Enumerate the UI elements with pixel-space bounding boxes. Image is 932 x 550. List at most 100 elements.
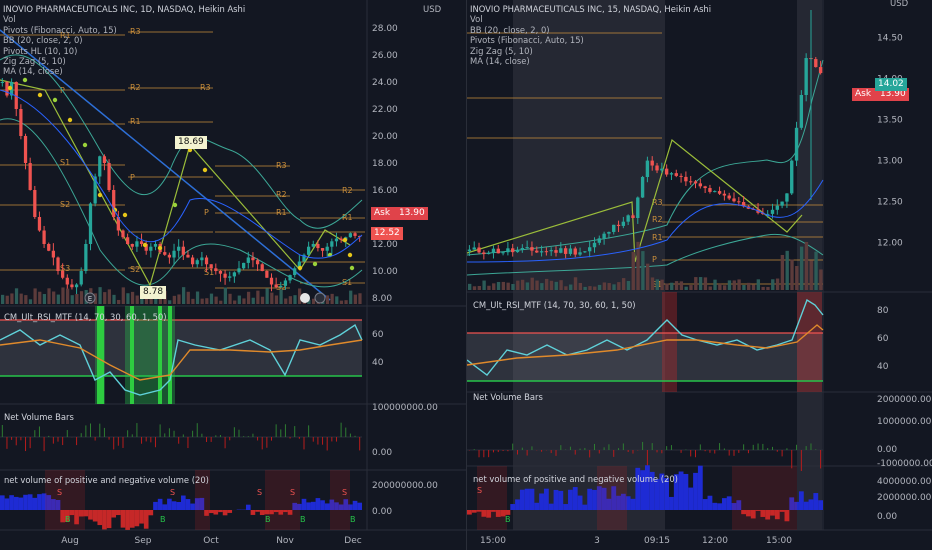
buy-signal-letter: B xyxy=(350,515,356,524)
netvol-tick-label: 1000000.00 xyxy=(877,417,932,427)
sell-signal-letter: S xyxy=(342,488,347,497)
volume-bar xyxy=(636,241,640,290)
time-tick-label: Nov xyxy=(276,536,294,546)
candle-body xyxy=(107,163,111,190)
netvol-tick-label: -1000000.00 xyxy=(877,459,932,469)
trendline xyxy=(0,29,331,301)
volume-bar xyxy=(708,286,712,290)
left-indicator[interactable]: Pivots (Fibonacci, Auto, 15) xyxy=(3,24,117,35)
netvol-tick-label: 0.00 xyxy=(877,445,897,455)
right-chart-canvas[interactable]: 15.0014.5014.0013.5013.0012.5012.00R3R2R… xyxy=(467,0,932,550)
candle-body xyxy=(316,244,320,249)
candle-body xyxy=(717,191,722,194)
right-indicator[interactable]: Zig Zag (5, 10) xyxy=(470,45,533,56)
left-indicator[interactable]: Vol xyxy=(3,14,16,25)
right-netvol-legend[interactable]: Net Volume Bars xyxy=(473,392,543,402)
left-pn-legend[interactable]: net volume of positive and negative volu… xyxy=(4,475,209,485)
right-indicator[interactable]: Pivots (Fibonacci, Auto, 15) xyxy=(470,35,584,46)
volume-bar xyxy=(650,277,655,290)
pn-volume-bar xyxy=(324,503,330,510)
volume-bar xyxy=(182,287,186,304)
time-tick-label: 09:15 xyxy=(644,536,670,546)
netvol-tick-label: 2000000.00 xyxy=(877,395,932,405)
pivot-hl-dot xyxy=(202,167,208,173)
left-indicator[interactable]: BB (20, close, 2, 0) xyxy=(3,35,83,46)
pn-volume-bar xyxy=(515,499,520,510)
right-indicator[interactable]: BB (20, close, 2, 0) xyxy=(470,24,550,35)
pn-volume-bar xyxy=(315,498,321,510)
candle-body xyxy=(14,82,18,109)
volume-bar xyxy=(65,288,70,304)
pn-volume-bar xyxy=(102,510,107,530)
rsi-signal-line xyxy=(467,324,824,366)
candle-body xyxy=(126,237,130,244)
pn-volume-bar xyxy=(37,494,42,510)
price-tick-label: 26.00 xyxy=(372,51,398,61)
pivot-label: S1 xyxy=(342,278,352,287)
left-indicator[interactable]: MA (14, close) xyxy=(3,66,63,77)
pn-volume-bar xyxy=(269,510,274,515)
volume-bar xyxy=(713,279,717,290)
candle-body xyxy=(515,249,520,253)
rsi-oversold-bar xyxy=(130,306,134,404)
pn-volume-bar xyxy=(167,498,172,510)
candle-body xyxy=(88,203,93,244)
volume-bar xyxy=(583,286,587,290)
candle-body xyxy=(177,246,181,251)
candle-body xyxy=(214,268,218,271)
candle-body xyxy=(251,257,255,261)
pn-volume-bar xyxy=(297,503,302,510)
pn-volume-bar xyxy=(259,510,265,516)
volume-bar xyxy=(809,260,813,290)
volume-bar xyxy=(612,284,616,290)
pn-volume-bar xyxy=(813,493,819,510)
right-chart-pane[interactable]: 15.0014.5014.0013.5013.0012.5012.00R3R2R… xyxy=(466,0,932,550)
right-indicator[interactable]: Vol xyxy=(470,14,483,25)
volume-bar xyxy=(28,299,33,304)
pn-volume-bar xyxy=(278,510,284,515)
right-last-price-tag: 14.02 xyxy=(875,78,907,91)
volume-bar xyxy=(742,284,746,290)
rsi-tick-label: 40 xyxy=(372,358,384,368)
candle-body xyxy=(33,190,37,217)
pn-volume-bar xyxy=(320,500,325,510)
left-netvol-legend[interactable]: Net Volume Bars xyxy=(4,412,74,422)
pn-volume-bar xyxy=(510,504,516,510)
right-indicator[interactable]: MA (14, close) xyxy=(470,56,530,67)
volume-bar xyxy=(265,288,269,304)
candle-body xyxy=(814,59,818,68)
candle-body xyxy=(195,260,199,265)
left-chart-pane[interactable]: 28.0026.0024.0022.0020.0018.0016.0014.00… xyxy=(0,0,466,550)
candle-body xyxy=(770,209,775,214)
candle-body xyxy=(0,82,4,83)
candle-body xyxy=(650,160,654,166)
right-rsi-legend[interactable]: CM_Ult_RSI_MTF (14, 70, 30, 60, 1, 50) xyxy=(473,300,636,310)
volume-bar xyxy=(698,277,703,290)
price-tick-label: 12.00 xyxy=(877,239,903,249)
right-pn-legend[interactable]: net volume of positive and negative volu… xyxy=(473,474,678,484)
candle-body xyxy=(153,244,158,247)
pn-volume-bar xyxy=(134,510,140,527)
pn-tick-label: 0.00 xyxy=(877,512,897,522)
volume-bar xyxy=(790,259,794,290)
volume-bar xyxy=(121,287,125,304)
pivot-label: R1 xyxy=(276,208,287,217)
event-icon xyxy=(300,293,310,303)
candle-body xyxy=(818,67,823,74)
candle-body xyxy=(186,254,190,258)
pn-volume-bar xyxy=(697,465,703,510)
left-indicator[interactable]: Pivots HL (10, 10) xyxy=(3,45,78,56)
left-rsi-legend[interactable]: CM_Ult_RSI_MTF (14, 70, 30, 60, 1, 50) xyxy=(4,312,167,322)
volume-bar xyxy=(237,295,241,304)
pivot-hl-dot xyxy=(297,265,303,271)
pn-volume-bar xyxy=(664,477,670,510)
rsi-overbought-zone xyxy=(797,292,822,392)
candle-body xyxy=(578,252,582,255)
pn-volume-bar xyxy=(774,510,780,520)
volume-bar xyxy=(819,269,823,290)
candle-body xyxy=(799,95,804,128)
left-indicator[interactable]: Zig Zag (5, 10) xyxy=(3,56,66,67)
pn-volume-bar xyxy=(264,510,270,515)
left-chart-canvas[interactable]: 28.0026.0024.0022.0020.0018.0016.0014.00… xyxy=(0,0,466,550)
pn-volume-bar xyxy=(148,510,154,516)
